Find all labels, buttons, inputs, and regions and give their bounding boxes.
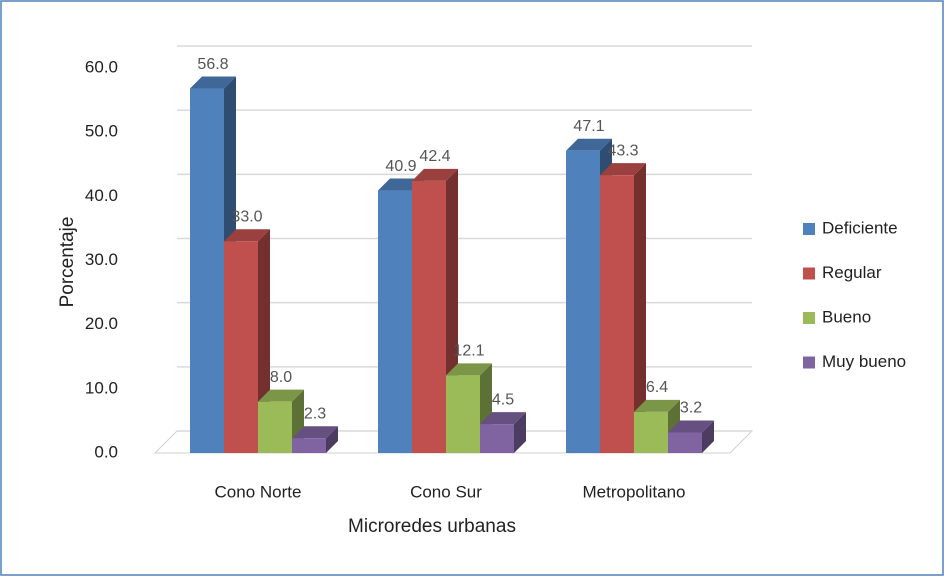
x-tick-label: Metropolitano [582, 482, 685, 501]
value-label: 3.2 [680, 400, 702, 417]
legend-swatch [803, 267, 815, 280]
y-tick-label: 0.0 [94, 442, 118, 461]
value-label: 33.0 [231, 208, 262, 225]
legend-label: Muy bueno [822, 352, 906, 371]
legend-swatch [803, 312, 815, 324]
value-label: 40.9 [385, 158, 416, 175]
bar-top [292, 426, 338, 439]
bar-top [258, 389, 304, 402]
y-tick-label: 40.0 [85, 186, 118, 205]
legend-swatch [803, 223, 815, 235]
bar [412, 180, 446, 453]
bar [190, 88, 224, 454]
bar-side [702, 420, 714, 453]
value-label: 4.5 [492, 391, 514, 408]
x-tick-label: Cono Norte [215, 482, 302, 501]
bar [292, 438, 326, 453]
bar-top [480, 412, 526, 425]
bar [224, 241, 258, 453]
bar [668, 432, 702, 453]
value-label: 6.4 [646, 379, 668, 396]
bar [600, 175, 634, 454]
bar-top [224, 229, 270, 242]
y-tick-label: 10.0 [85, 378, 118, 397]
x-tick-label: Cono Sur [410, 482, 482, 501]
y-axis-label: Porcentaje [57, 217, 78, 308]
bar [446, 375, 480, 453]
legend-label: Bueno [822, 307, 871, 326]
y-tick-label: 20.0 [85, 314, 118, 333]
bar [378, 190, 412, 453]
bar-top [600, 163, 646, 176]
bar-top [190, 76, 236, 89]
value-label: 12.1 [453, 343, 484, 360]
legend-label: Regular [822, 263, 882, 282]
bar-side [634, 163, 646, 454]
bar-top [412, 168, 458, 181]
bar-side [514, 412, 526, 453]
bar-top [668, 420, 714, 433]
bar [566, 150, 600, 453]
bar [634, 411, 668, 453]
value-label: 56.8 [197, 56, 228, 73]
x-axis-label: Microredes urbanas [348, 516, 516, 537]
value-label: 8.0 [270, 369, 292, 386]
y-tick-label: 60.0 [85, 57, 118, 76]
value-label: 2.3 [304, 405, 326, 422]
bar-top [634, 399, 680, 412]
bar [480, 424, 514, 453]
legend-swatch [803, 356, 815, 369]
value-label: 47.1 [573, 118, 604, 135]
value-label: 42.4 [419, 148, 450, 165]
bar [258, 401, 292, 453]
value-label: 43.3 [607, 142, 638, 159]
y-tick-label: 30.0 [85, 250, 118, 269]
bar-top [566, 138, 612, 151]
bar-side [326, 426, 338, 453]
y-tick-label: 50.0 [85, 122, 118, 141]
legend-label: Deficiente [822, 218, 898, 237]
bar-top [446, 363, 492, 376]
